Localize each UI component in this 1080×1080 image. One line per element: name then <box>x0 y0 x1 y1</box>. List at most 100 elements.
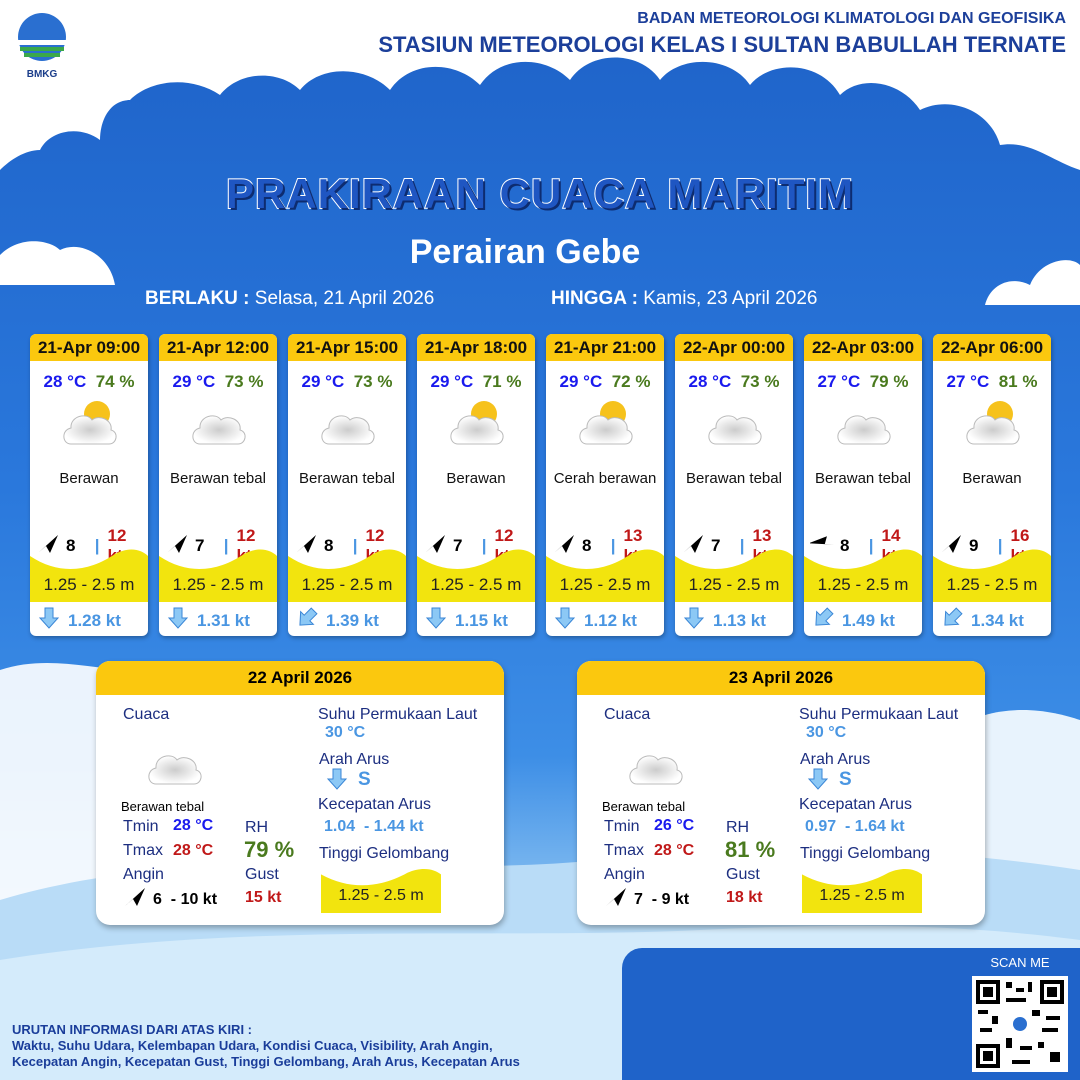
legend-heading: URUTAN INFORMASI DARI ATAS KIRI : <box>12 1022 252 1037</box>
daily-summary-panel: 22 April 2026 Cuaca Berawan tebal Tmin 2… <box>96 661 504 925</box>
humidity: 71 % <box>482 372 522 391</box>
qr-block: SCAN ME <box>970 955 1070 1075</box>
air-temp: 29 °C <box>301 372 345 391</box>
scan-label: SCAN ME <box>990 955 1050 970</box>
current-row: 1.15 kt <box>425 607 508 634</box>
current-direction-arrow-icon <box>683 607 705 634</box>
forecast-time: 22-Apr 06:00 <box>933 334 1051 361</box>
wind-direction-arrow-icon <box>123 886 147 913</box>
current-direction-arrow-icon <box>296 607 318 634</box>
daily-date: 23 April 2026 <box>577 661 985 695</box>
daily-wind: 6 - 10 kt <box>123 886 217 913</box>
kec-value: 1.04 - 1.44 kt <box>324 818 424 835</box>
cloud-icon <box>625 736 685 796</box>
cloud-icon <box>704 396 764 451</box>
legend-line-1: Waktu, Suhu Udara, Kelembapan Udara, Kon… <box>12 1038 493 1053</box>
sst-label: Suhu Permukaan Laut <box>799 706 959 723</box>
divider: | <box>997 536 1003 555</box>
wave-shape <box>933 546 1051 602</box>
wave-shape <box>159 546 277 602</box>
wind-range: 7 - 9 kt <box>634 890 690 908</box>
arah-label: Arah Arus <box>319 751 390 768</box>
tmax-value: 28 °C <box>173 842 214 859</box>
divider: | <box>481 536 487 555</box>
sst-value: 30 °C <box>325 724 366 741</box>
wave-height: 1.25 - 2.5 m <box>817 575 909 594</box>
forecast-card: 21-Apr 18:00 29 °C 71 % Berawan 7|12 kt … <box>417 334 535 636</box>
wave-height: 1.25 - 2.5 m <box>559 575 651 594</box>
weather-label: Cerah berawan <box>553 470 657 487</box>
temp-rh-row: 28 °C 74 % <box>30 372 148 392</box>
humidity: 72 % <box>611 372 651 391</box>
valid-to-label: HINGGA : <box>551 288 638 309</box>
forecast-card: 21-Apr 21:00 29 °C 72 % Cerah berawan 8 |… <box>546 334 664 636</box>
cuaca-label: Cuaca <box>604 706 651 723</box>
cloud-banner <box>0 0 1080 170</box>
wind-speed: 8 <box>840 536 850 555</box>
wave-height: 1.25 - 2.5 m <box>301 575 393 594</box>
current-speed: 1.13 kt <box>713 610 766 630</box>
gust-label: Gust <box>245 866 279 883</box>
qr-code[interactable] <box>972 976 1068 1072</box>
current-speed: 1.31 kt <box>197 610 250 630</box>
current-direction-arrow-icon <box>812 607 834 634</box>
cloud-icon <box>317 396 377 451</box>
divider: | <box>352 536 358 555</box>
gust-value: 15 kt <box>245 889 282 906</box>
weather-label: Berawan <box>446 470 506 487</box>
daily-wave-height: 1.25 - 2.5 m <box>819 887 905 904</box>
current-speed: 1.15 kt <box>455 610 508 630</box>
air-temp: 27 °C <box>817 372 861 391</box>
daily-summary-panel: 23 April 2026 Cuaca Berawan tebal Tmin 2… <box>577 661 985 925</box>
forecast-time: 21-Apr 21:00 <box>546 334 664 361</box>
tmin-value: 28 °C <box>173 817 214 834</box>
forecast-card: 21-Apr 15:00 29 °C 73 % Berawan tebal 8 |… <box>288 334 406 636</box>
wave-shape <box>804 546 922 602</box>
sun-behind-cloud-icon <box>575 396 635 451</box>
wind-speed: 7 <box>195 536 205 555</box>
current-row: 1.13 kt <box>683 607 766 634</box>
arah-value: S <box>839 769 852 790</box>
weather-label: Berawan tebal <box>815 470 911 487</box>
daily-date: 22 April 2026 <box>96 661 504 695</box>
page-title: PRAKIRAAN CUACA MARITIM <box>225 169 855 218</box>
wave-shape <box>675 546 793 602</box>
org-name: BADAN METEOROLOGI KLIMATOLOGI DAN GEOFIS… <box>637 10 1066 27</box>
wave-shape <box>802 866 922 913</box>
sst-label: Suhu Permukaan Laut <box>318 706 478 723</box>
cuaca-label: Cuaca <box>123 706 170 723</box>
air-temp: 27 °C <box>946 372 990 391</box>
air-temp: 29 °C <box>172 372 216 391</box>
wave-shape <box>321 866 441 913</box>
current-row: 1.12 kt <box>554 607 637 634</box>
current-row: 1.34 kt <box>941 607 1024 634</box>
valid-from: BERLAKU : Selasa, 21 April 2026 <box>145 288 434 310</box>
wave-shape <box>288 546 406 602</box>
wave-height: 1.25 - 2.5 m <box>946 575 1038 594</box>
rh-label: RH <box>245 819 269 836</box>
tmax-label: Tmax <box>123 842 163 859</box>
forecast-time: 21-Apr 18:00 <box>417 334 535 361</box>
forecast-card: 22-Apr 06:00 27 °C 81 % Berawan 9|16 kt … <box>933 334 1051 636</box>
wind-range: 6 - 10 kt <box>153 890 218 908</box>
divider: | <box>610 536 616 555</box>
sst-value: 30 °C <box>806 724 847 741</box>
wind-direction-arrow-icon <box>165 533 189 560</box>
wind-direction-arrow-icon <box>939 533 963 560</box>
tmin-value: 26 °C <box>654 817 695 834</box>
wave-shape <box>546 546 664 602</box>
partly-cloudy-sun-icon <box>446 396 506 451</box>
forecast-card: 22-Apr 03:00 27 °C 79 % Berawan tebal 8 |… <box>804 334 922 636</box>
humidity: 73 % <box>224 372 264 391</box>
current-row: 1.39 kt <box>296 607 379 634</box>
divider: | <box>739 536 745 555</box>
tmin-label: Tmin <box>123 818 159 835</box>
air-temp: 29 °C <box>559 372 603 391</box>
temp-rh-row: 27 °C 79 % <box>804 372 922 392</box>
wave-height: 1.25 - 2.5 m <box>43 575 135 594</box>
valid-from-date: Selasa, 21 April 2026 <box>254 288 435 309</box>
forecast-card: 21-Apr 12:00 29 °C 73 % Berawan tebal 7 |… <box>159 334 277 636</box>
gust-label: Gust <box>726 866 760 883</box>
kec-label: Kecepatan Arus <box>318 796 431 813</box>
wind-direction-arrow-icon <box>808 533 836 560</box>
